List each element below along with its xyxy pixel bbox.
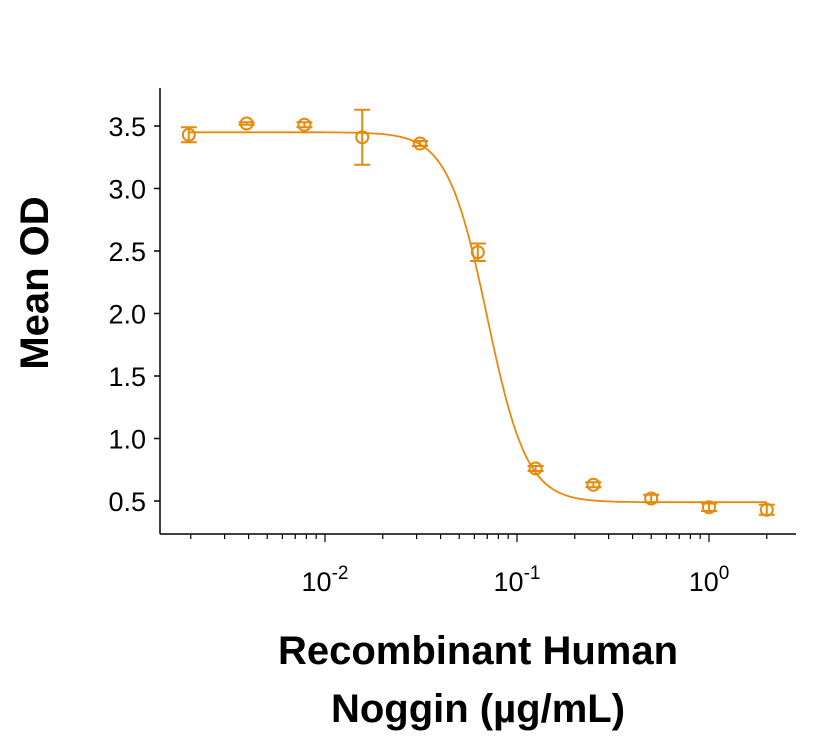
fit-curve	[188, 131, 767, 504]
y-tick-label: 3.5	[108, 112, 146, 142]
data-marker	[470, 245, 485, 260]
data-marker	[413, 136, 428, 151]
data-point	[469, 242, 486, 262]
data-marker	[586, 477, 601, 492]
data-point	[758, 502, 775, 517]
data-point	[296, 117, 313, 132]
data-points-group	[180, 108, 775, 517]
y-tick-label: 1.5	[108, 362, 146, 392]
data-marker	[239, 116, 254, 131]
data-point	[238, 116, 255, 131]
data-point	[701, 500, 717, 515]
data-point	[585, 477, 602, 492]
fit-curve-group	[188, 131, 767, 504]
x-tick-label: 10-2	[302, 563, 349, 597]
data-marker	[644, 491, 659, 506]
axes: 0.5 1.0 1.5 2.0 2.5 3.0 3.5 10-2 10-1 100	[108, 88, 796, 597]
y-axis-label: Mean OD	[13, 196, 57, 369]
data-marker	[528, 461, 543, 476]
data-marker	[702, 500, 716, 515]
data-marker	[759, 502, 774, 517]
data-point	[643, 491, 660, 506]
data-marker	[297, 117, 312, 132]
x-tick-label: 10-1	[494, 563, 541, 597]
y-tick-label: 2.5	[108, 237, 146, 267]
y-tick-label: 3.0	[108, 175, 146, 205]
data-point	[354, 108, 371, 166]
x-axis-label-line-2: Noggin (µg/mL)	[331, 687, 625, 731]
y-tick-label: 2.0	[108, 300, 146, 330]
data-point	[527, 461, 544, 476]
data-marker	[355, 130, 370, 145]
data-marker	[181, 127, 196, 142]
x-tick-label: 100	[689, 563, 730, 597]
y-tick-label: 1.0	[108, 425, 146, 455]
data-point	[412, 136, 429, 151]
y-tick-label: 0.5	[108, 487, 146, 517]
data-point	[180, 126, 197, 144]
x-axis-label-line-1: Recombinant Human	[278, 629, 678, 673]
